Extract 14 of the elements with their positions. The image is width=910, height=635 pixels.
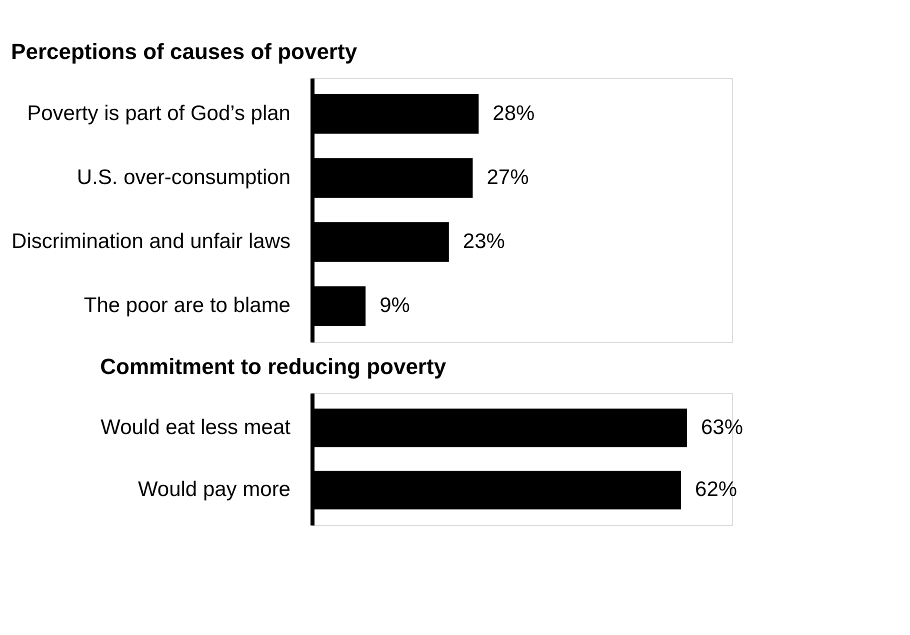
y-tick-label: Would eat less meat — [100, 416, 291, 439]
chart-title: Perceptions of causes of poverty — [11, 39, 358, 64]
data-label: 27% — [486, 166, 529, 189]
y-tick-label: The poor are to blame — [84, 294, 290, 318]
chart-title: Commitment to reducing poverty — [100, 354, 447, 379]
y-tick-label: Discrimination and unfair laws — [12, 230, 290, 254]
data-label: 23% — [462, 230, 505, 254]
data-label: 63% — [701, 416, 744, 439]
y-tick-label: Would pay more — [138, 478, 290, 502]
y-tick-label: Poverty is part of God’s plan — [27, 102, 290, 125]
data-label: 28% — [492, 102, 535, 125]
data-label: 9% — [380, 294, 410, 318]
data-label: 62% — [695, 478, 738, 502]
y-tick-label: U.S. over-consumption — [76, 166, 290, 189]
